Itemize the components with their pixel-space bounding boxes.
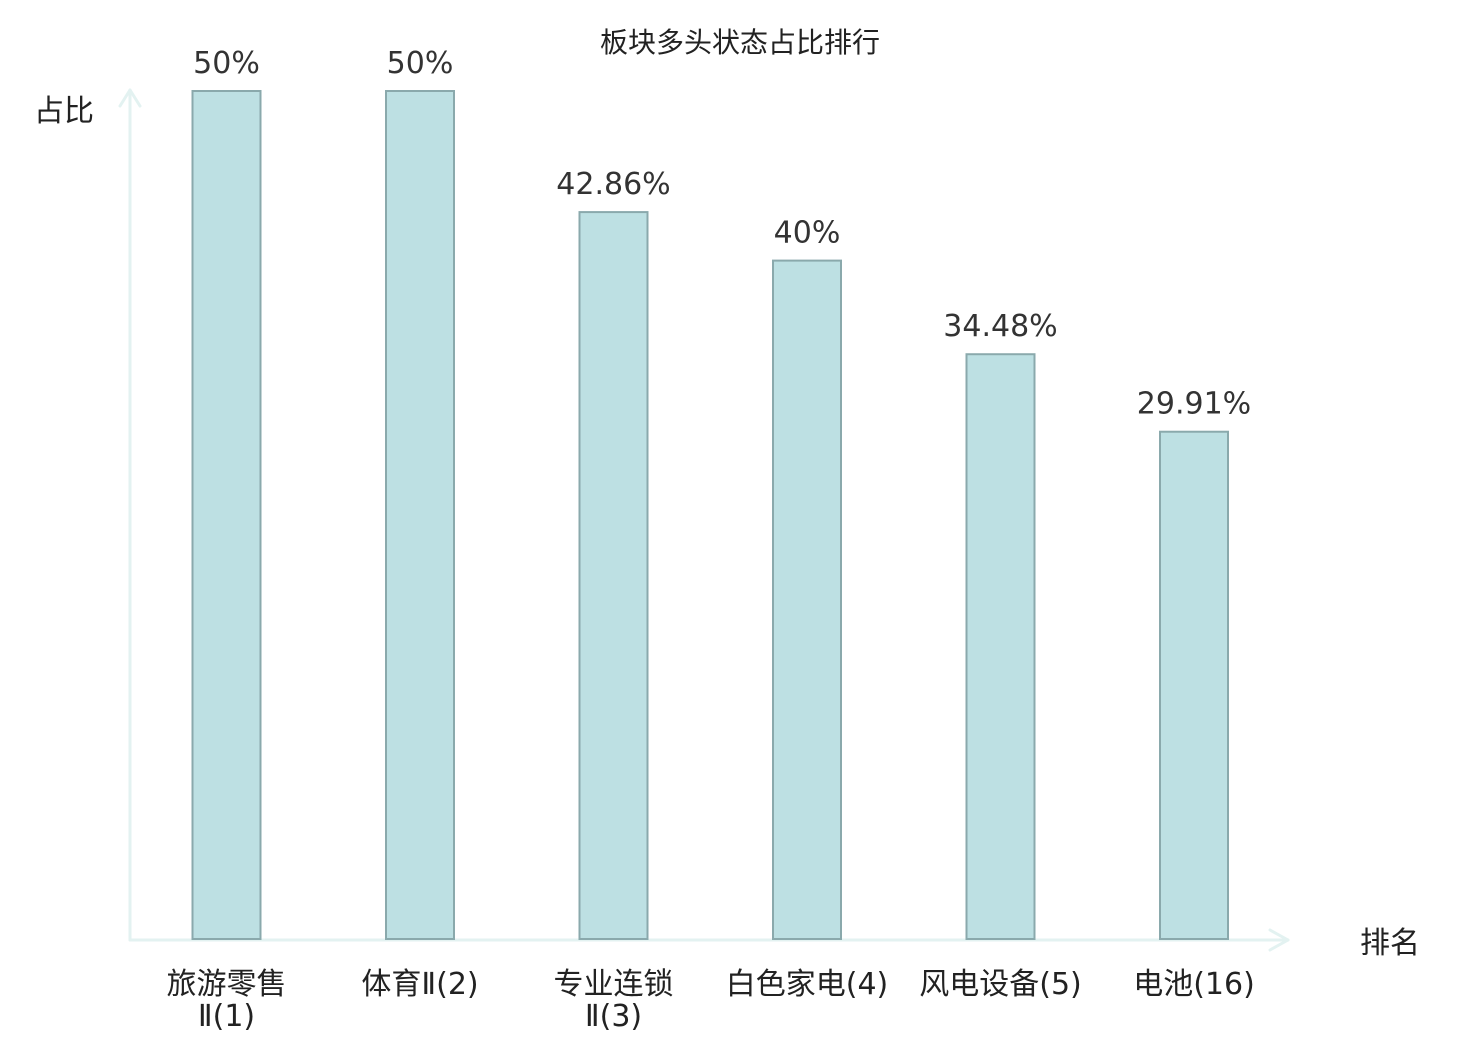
bar-value-label: 40% xyxy=(774,216,841,251)
category-label: 体育Ⅱ(2) xyxy=(361,967,478,1002)
chart-title: 板块多头状态占比排行 xyxy=(600,26,880,59)
category-label: 电池(16) xyxy=(1133,967,1255,1002)
category-label: 风电设备(5) xyxy=(919,967,1082,1002)
bar-value-label: 42.86% xyxy=(556,167,670,202)
bar xyxy=(385,90,455,940)
bar xyxy=(965,353,1036,941)
category-label-suffix: Ⅱ(3) xyxy=(585,999,642,1034)
category-label: 旅游零售 xyxy=(167,967,287,1002)
bar-value-label: 50% xyxy=(193,46,260,81)
bar xyxy=(772,259,842,941)
bars xyxy=(191,90,1229,941)
category-label: 专业连锁 xyxy=(554,967,674,1002)
bar-value-label: 29.91% xyxy=(1137,387,1251,422)
bar-value-label: 34.48% xyxy=(943,309,1057,344)
x-axis xyxy=(128,928,1290,952)
y-axis xyxy=(118,88,142,942)
category-label-suffix: Ⅱ(1) xyxy=(198,999,255,1034)
x-axis-arrow xyxy=(1268,928,1290,952)
bar-value-label: 50% xyxy=(387,46,454,81)
x-axis-label: 排名 xyxy=(1360,926,1420,961)
bar xyxy=(191,90,262,940)
bar xyxy=(578,211,649,940)
bar xyxy=(1159,430,1229,940)
category-label: 白色家电(4) xyxy=(726,967,889,1002)
value-labels: 50% 50% 42.86% 40% 34.48% 29.91% xyxy=(193,46,1251,422)
y-axis-arrow xyxy=(118,88,142,108)
y-axis-label: 占比 xyxy=(34,94,94,129)
